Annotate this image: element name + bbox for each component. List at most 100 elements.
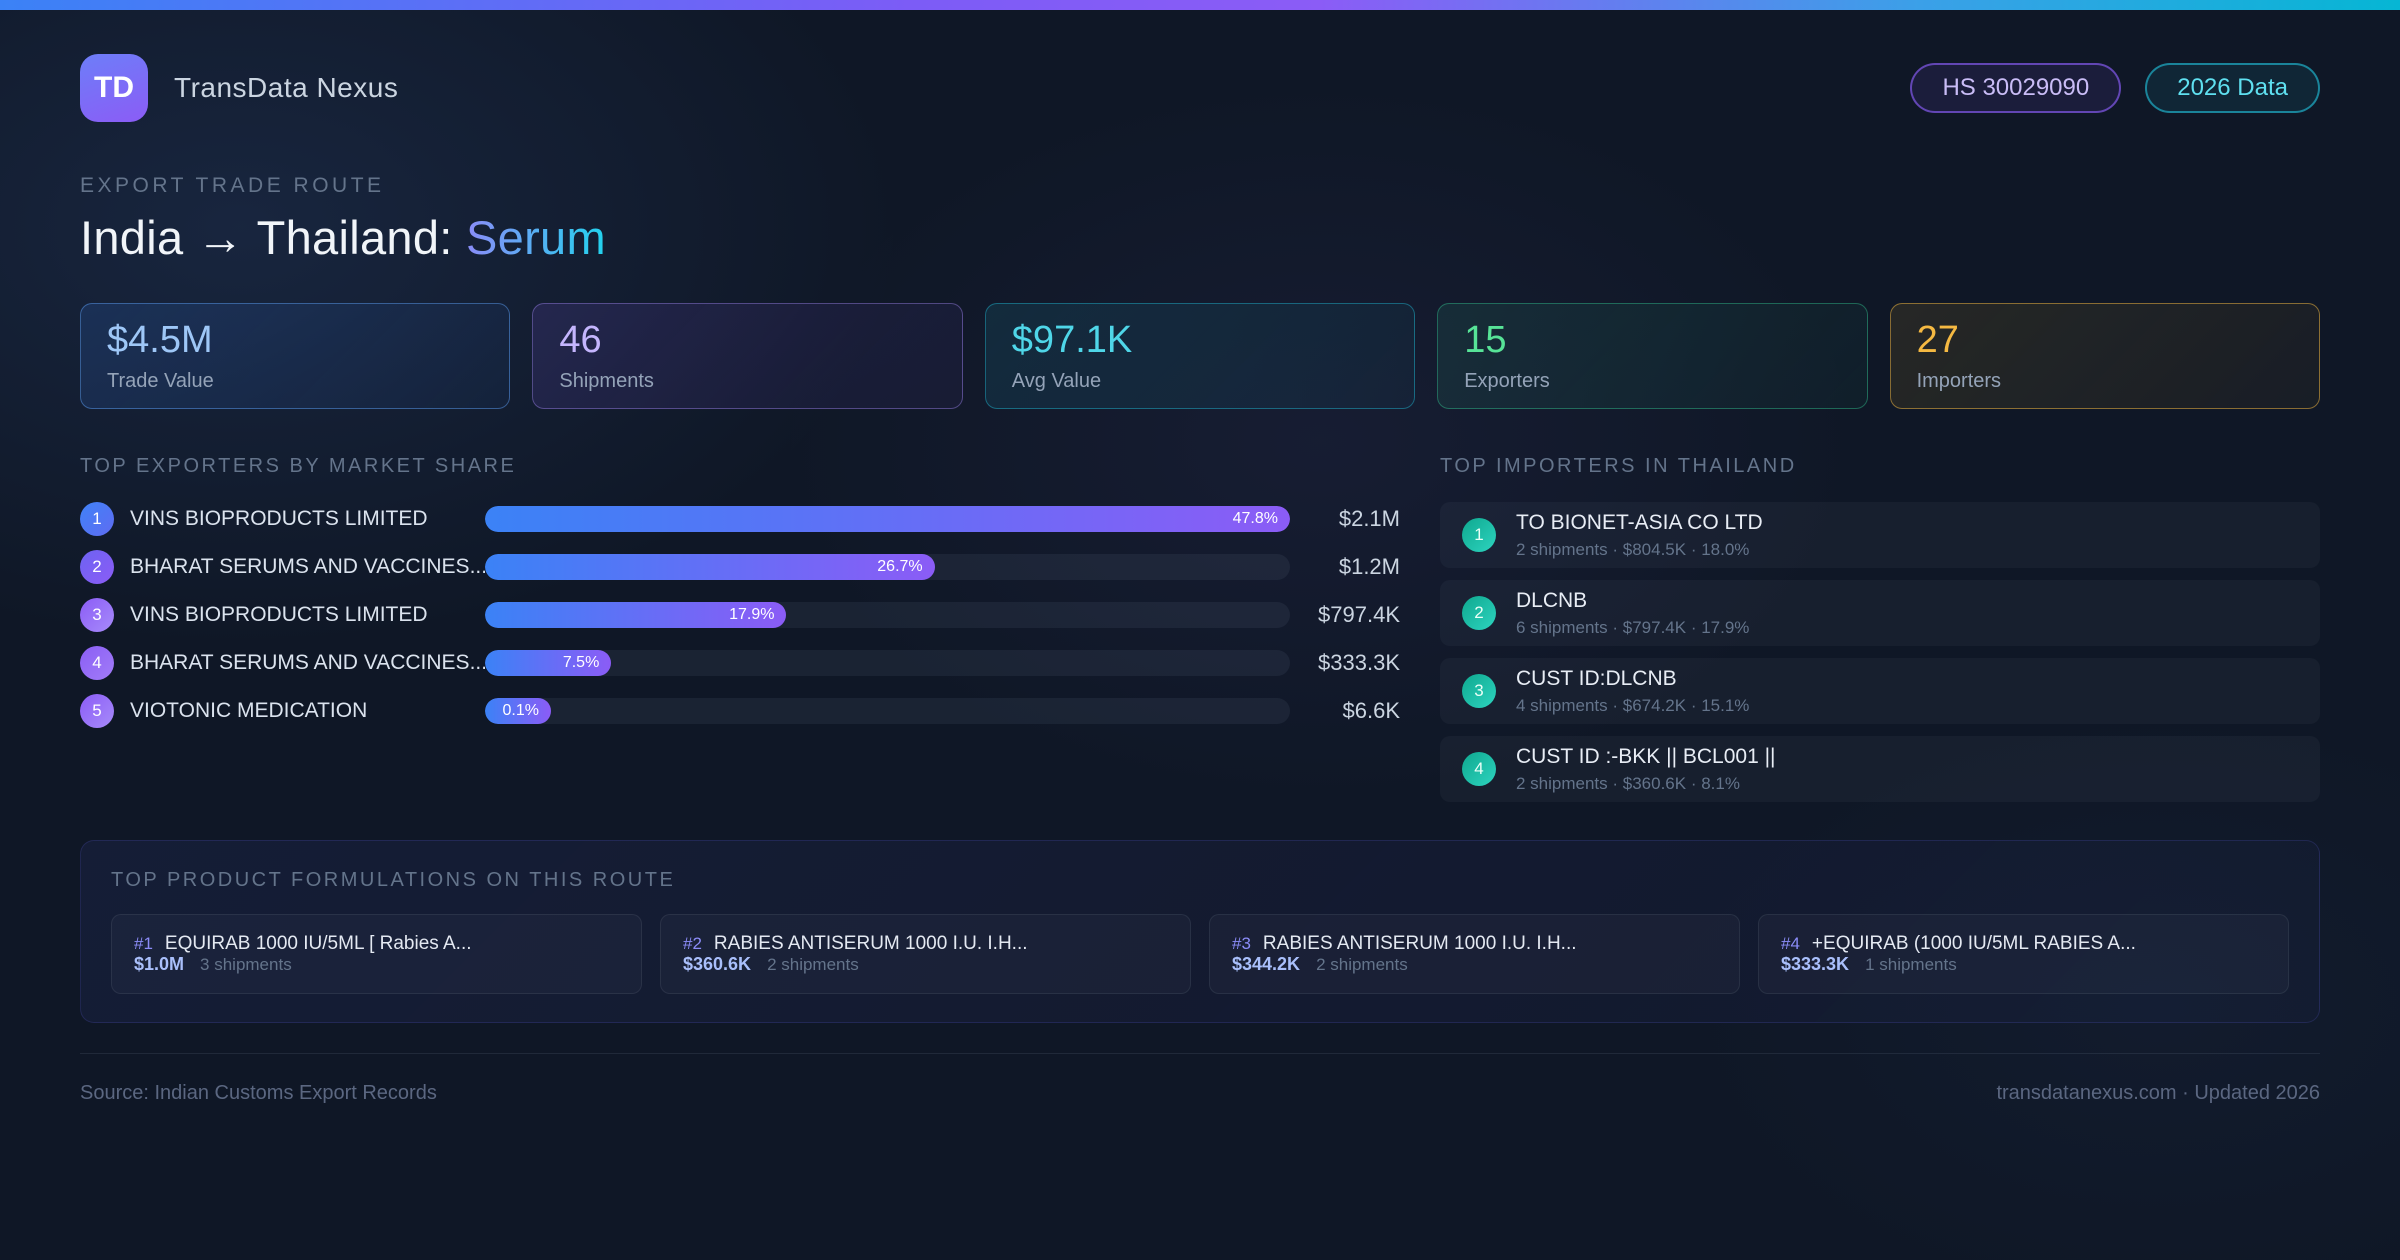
importer-meta: 2 shipments · $360.6K · 8.1% <box>1516 773 1740 793</box>
importer-name: CUST ID :-BKK || BCL001 || <box>1516 744 1776 768</box>
product-card: #1 EQUIRAB 1000 IU/5ML [ Rabies A... $1.… <box>111 914 642 994</box>
rank-badge: 1 <box>1462 518 1496 552</box>
eyebrow-label: EXPORT TRADE ROUTE <box>80 174 385 197</box>
market-share-bar-fill: 47.8% <box>485 506 1290 532</box>
product-rank: #3 <box>1232 934 1251 953</box>
market-share-bar: 47.8% <box>485 506 1290 532</box>
product-value: $333.3K <box>1781 954 1850 974</box>
market-share-bar: 17.9% <box>485 602 1290 628</box>
exporter-row: 2 BHARAT SERUMS AND VACCINES... 26.7% $1… <box>80 550 1400 584</box>
brand: TD TransData Nexus <box>80 54 398 122</box>
market-share-bar: 26.7% <box>485 554 1290 580</box>
stat-card-shipments: 46 Shipments <box>532 303 963 409</box>
share-percent-label: 47.8% <box>1232 510 1278 527</box>
stat-label: Trade Value <box>107 370 214 392</box>
product-card: #4 +EQUIRAB (1000 IU/5ML RABIES A... $33… <box>1758 914 2289 994</box>
importers-list: 1 TO BIONET-ASIA CO LTD 2 shipments · $8… <box>1440 502 2320 802</box>
importer-row: 2 DLCNB 6 shipments · $797.4K · 17.9% <box>1440 580 2320 646</box>
rank-badge: 3 <box>80 598 114 632</box>
exporter-name: BHARAT SERUMS AND VACCINES... <box>130 555 485 578</box>
product-name: EQUIRAB 1000 IU/5ML [ Rabies A... <box>164 933 472 954</box>
header: TD TransData Nexus HS 30029090 2026 Data <box>80 54 2320 122</box>
product-card: #3 RABIES ANTISERUM 1000 I.U. I.H... $34… <box>1209 914 1740 994</box>
exporter-row: 5 VIOTONIC MEDICATION 0.1% $6.6K <box>80 694 1400 728</box>
product-name: RABIES ANTISERUM 1000 I.U. I.H... <box>713 933 1028 954</box>
rank-badge: 5 <box>80 694 114 728</box>
share-percent-label: 0.1% <box>502 702 539 719</box>
importer-meta: 6 shipments · $797.4K · 17.9% <box>1516 617 1750 637</box>
hs-code-chip[interactable]: HS 30029090 <box>1910 63 2122 113</box>
rank-badge: 1 <box>80 502 114 536</box>
exporter-value: $2.1M <box>1338 506 1400 531</box>
header-chips: HS 30029090 2026 Data <box>1910 63 2320 113</box>
share-percent-label: 26.7% <box>877 558 923 575</box>
market-share-bar-fill: 17.9% <box>485 602 787 628</box>
importer-row: 3 CUST ID:DLCNB 4 shipments · $674.2K · … <box>1440 658 2320 724</box>
importers-heading: TOP IMPORTERS IN THAILAND <box>1440 455 1797 477</box>
product-value: $360.6K <box>683 954 752 974</box>
stat-card-avg-value: $97.1K Avg Value <box>984 303 1416 409</box>
exporter-name: BHARAT SERUMS AND VACCINES... <box>130 651 485 674</box>
product-name: +EQUIRAB (1000 IU/5ML RABIES A... <box>1811 933 2136 954</box>
logo-initials: TD <box>94 71 134 104</box>
importer-meta: 4 shipments · $674.2K · 15.1% <box>1516 695 1750 715</box>
products-panel: TOP PRODUCT FORMULATIONS ON THIS ROUTE #… <box>80 840 2320 1023</box>
stat-value: 27 <box>1916 319 1959 361</box>
product-rank: #1 <box>134 934 153 953</box>
page-title-route: India → Thailand: <box>80 211 466 264</box>
page-title-product: Serum <box>466 211 606 264</box>
exporter-value: $6.6K <box>1342 698 1401 723</box>
exporter-value: $1.2M <box>1338 554 1400 579</box>
product-shipments: 3 shipments <box>200 955 292 974</box>
stat-value: $97.1K <box>1011 319 1133 361</box>
stat-label: Importers <box>1916 370 2002 392</box>
stat-label: Avg Value <box>1011 370 1102 392</box>
product-card: #2 RABIES ANTISERUM 1000 I.U. I.H... $36… <box>660 914 1191 994</box>
exporter-value: $333.3K <box>1318 650 1400 675</box>
year-data-label: 2026 Data <box>2177 74 2288 101</box>
exporter-row: 1 VINS BIOPRODUCTS LIMITED 47.8% $2.1M <box>80 502 1400 536</box>
importer-name: DLCNB <box>1516 588 1588 612</box>
exporter-value: $797.4K <box>1318 602 1400 627</box>
product-value: $1.0M <box>134 954 185 974</box>
rank-badge: 4 <box>80 646 114 680</box>
importer-meta: 2 shipments · $804.5K · 18.0% <box>1516 539 1750 559</box>
exporters-list: 1 VINS BIOPRODUCTS LIMITED 47.8% $2.1M 2… <box>80 502 1400 728</box>
market-share-bar: 0.1% <box>485 698 1290 724</box>
footer: Source: Indian Customs Export Records tr… <box>80 1053 2320 1105</box>
app-name: TransData Nexus <box>174 72 399 103</box>
product-rank: #2 <box>683 934 702 953</box>
exporter-row: 4 BHARAT SERUMS AND VACCINES... 7.5% $33… <box>80 646 1400 680</box>
stat-label: Exporters <box>1464 370 1550 392</box>
stat-value: $4.5M <box>107 319 213 361</box>
market-share-bar-fill: 0.1% <box>485 698 551 724</box>
footer-site: transdatanexus.com · Updated 2026 <box>1996 1082 2320 1104</box>
importer-row: 1 TO BIONET-ASIA CO LTD 2 shipments · $8… <box>1440 502 2320 568</box>
year-data-chip[interactable]: 2026 Data <box>2145 63 2320 113</box>
products-grid: #1 EQUIRAB 1000 IU/5ML [ Rabies A... $1.… <box>111 914 2289 994</box>
rank-badge: 2 <box>80 550 114 584</box>
rank-badge: 3 <box>1462 674 1496 708</box>
importer-name: CUST ID:DLCNB <box>1516 666 1677 690</box>
market-share-bar: 7.5% <box>485 650 1290 676</box>
exporter-name: VIOTONIC MEDICATION <box>130 699 368 722</box>
rank-badge: 4 <box>1462 752 1496 786</box>
stat-card-trade-value: $4.5M Trade Value <box>80 303 511 409</box>
products-heading: TOP PRODUCT FORMULATIONS ON THIS ROUTE <box>111 869 676 891</box>
stat-cards: $4.5M Trade Value 46 Shipments $97.1K Av… <box>80 303 2320 409</box>
exporters-heading: TOP EXPORTERS BY MARKET SHARE <box>80 455 517 477</box>
stat-value: 46 <box>559 319 602 361</box>
product-rank: #4 <box>1781 934 1800 953</box>
product-shipments: 2 shipments <box>767 955 859 974</box>
exporter-name: VINS BIOPRODUCTS LIMITED <box>130 507 428 530</box>
importers-section: TOP IMPORTERS IN THAILAND 1 TO BIONET-AS… <box>1440 455 2320 802</box>
product-shipments: 2 shipments <box>1316 955 1408 974</box>
exporter-name: VINS BIOPRODUCTS LIMITED <box>130 603 428 626</box>
exporters-section: TOP EXPORTERS BY MARKET SHARE 1 VINS BIO… <box>80 455 1400 802</box>
stat-value: 15 <box>1464 319 1507 361</box>
hs-code-label: HS 30029090 <box>1942 74 2090 101</box>
rank-badge: 2 <box>1462 596 1496 630</box>
stat-label: Shipments <box>559 370 654 392</box>
exporter-row: 3 VINS BIOPRODUCTS LIMITED 17.9% $797.4K <box>80 598 1400 632</box>
market-share-bar-fill: 7.5% <box>485 650 612 676</box>
